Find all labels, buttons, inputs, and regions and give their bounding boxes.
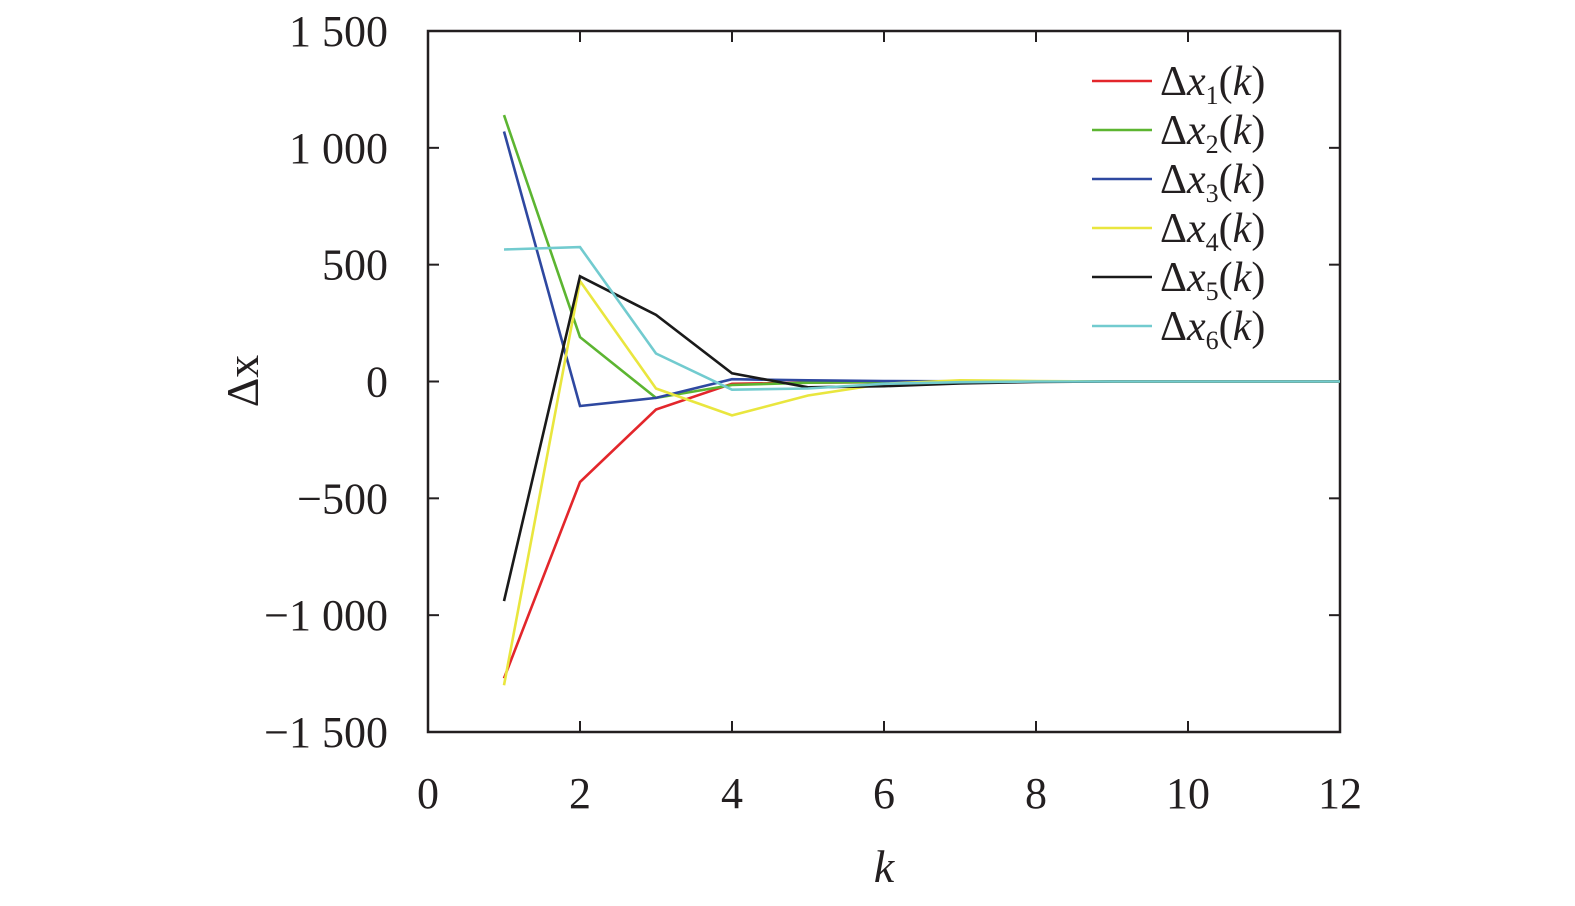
series-line-1 [502,380,1340,679]
legend: Δx1(k)Δx2(k)Δx3(k)Δx4(k)Δx5(k)Δx6(k) [1092,59,1265,355]
legend-label-1: Δx1(k) [1160,59,1265,110]
series-line-3 [502,131,1340,408]
series-line-6 [503,245,1340,392]
y-axis-label: Δx [217,355,268,408]
y-tick-label: −500 [297,474,388,523]
x-tick-label: 6 [873,769,895,818]
x-tick-label: 8 [1025,769,1047,818]
x-tick-label: 4 [721,769,743,818]
x-tick-label: 12 [1318,769,1362,818]
x-tick-label: 10 [1166,769,1210,818]
y-tick-label: −1 500 [264,708,388,757]
y-tick-label: 1 500 [289,7,388,56]
y-tick-label: 1 000 [289,124,388,173]
x-axis-label: k [874,841,896,892]
legend-label-4: Δx4(k) [1160,206,1265,257]
legend-label-3: Δx3(k) [1160,157,1265,208]
legend-label-6: Δx6(k) [1160,304,1265,355]
legend-label-2: Δx2(k) [1160,108,1265,159]
legend-label-5: Δx5(k) [1160,255,1265,306]
tick-labels: 0 2 4 6 8 10 12 1 500 1 000 500 0 −500 −1 000 −1 500 [264,7,1362,818]
series-lines [502,114,1340,686]
y-tick-label: −1 000 [264,591,388,640]
y-tick-label: 500 [322,241,388,290]
x-tick-label: 0 [417,769,439,818]
y-tick-label: 0 [366,358,388,407]
x-tick-label: 2 [569,769,591,818]
